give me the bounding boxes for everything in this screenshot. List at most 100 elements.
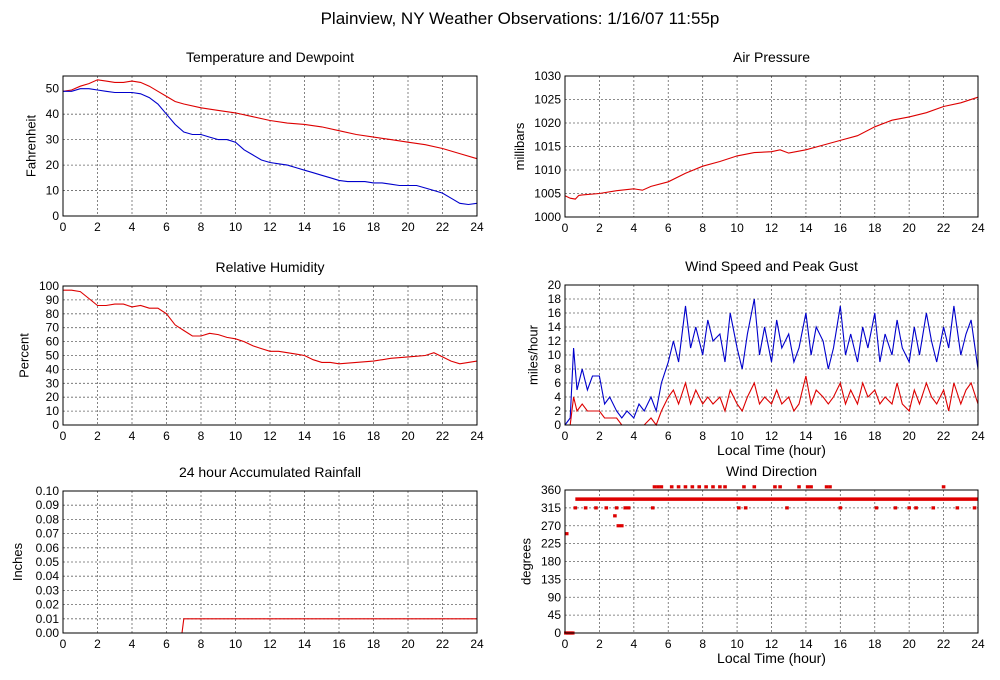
direction-point: [613, 514, 617, 518]
rain-ytick-label: 0.04: [36, 569, 60, 583]
direction-plot-frame: [564, 489, 979, 634]
wind-ytick-label: 6: [554, 376, 561, 390]
humidity-xtick-label: 18: [367, 429, 381, 443]
temp-ylabel: Fahrenheit: [23, 115, 38, 178]
humidity-ytick-label: 20: [46, 390, 60, 404]
page-title: Plainview, NY Weather Observations: 1/16…: [321, 9, 720, 28]
direction-title: Wind Direction: [726, 463, 817, 479]
wind-ytick-label: 18: [548, 292, 562, 306]
direction-point: [676, 485, 681, 489]
temp-xtick-label: 0: [60, 220, 67, 234]
direction-xtick-label: 0: [562, 637, 569, 651]
humidity-ylabel: Percent: [17, 333, 32, 378]
pressure-xtick-label: 10: [730, 221, 744, 235]
humidity-xtick-label: 16: [332, 429, 346, 443]
temp-xtick-label: 10: [229, 220, 243, 234]
direction-point: [573, 506, 578, 510]
pressure-ylabel: millibars: [512, 122, 527, 170]
wind-ytick-label: 10: [548, 348, 562, 362]
direction-point: [893, 506, 898, 510]
direction-point: [623, 506, 628, 510]
pressure-xtick-label: 8: [699, 221, 706, 235]
rain-ytick-label: 0.09: [36, 498, 60, 512]
direction-point: [743, 506, 748, 510]
pressure-xtick-label: 0: [562, 221, 569, 235]
direction-ytick-label: 225: [541, 537, 561, 551]
direction-point: [690, 485, 695, 489]
direction-point: [955, 506, 960, 510]
direction-point: [619, 524, 624, 528]
rain-xtick-label: 24: [470, 637, 484, 651]
humidity-ytick-label: 80: [46, 307, 60, 321]
temp-xtick-label: 8: [198, 220, 205, 234]
wind-xtick-label: 0: [562, 429, 569, 443]
temp-ytick-label: 30: [46, 133, 60, 147]
direction-xtick-label: 6: [665, 637, 672, 651]
direction-ytick-label: 90: [548, 590, 562, 604]
rain-xtick-label: 20: [401, 637, 415, 651]
humidity-xtick-label: 6: [163, 429, 170, 443]
temp-ytick-label: 10: [46, 184, 60, 198]
wind-xtick-label: 4: [630, 429, 637, 443]
wind-series-peak-gust: [564, 298, 979, 426]
direction-xtick-label: 22: [937, 637, 951, 651]
direction-point: [652, 485, 657, 489]
wind-xtick-label: 8: [699, 429, 706, 443]
direction-point: [941, 485, 946, 489]
direction-point: [773, 485, 777, 489]
direction-point: [907, 506, 911, 510]
temp-xtick-label: 2: [94, 220, 101, 234]
direction-point: [564, 532, 569, 536]
pressure-series-pressure: [564, 96, 979, 200]
direction-ytick-label: 135: [541, 572, 561, 586]
direction-point: [874, 506, 879, 510]
humidity-xtick-label: 0: [60, 429, 67, 443]
humidity-xtick-label: 12: [263, 429, 277, 443]
temp-series-temperature: [62, 79, 478, 160]
direction-point: [752, 485, 757, 489]
wind-xtick-label: 2: [596, 429, 603, 443]
wind-xlabel: Local Time (hour): [717, 442, 826, 458]
pressure-plot-frame: [564, 75, 979, 218]
direction-ytick-label: 360: [541, 483, 561, 497]
pressure-xtick-label: 16: [834, 221, 848, 235]
direction-point: [659, 485, 664, 489]
pressure-xtick-label: 14: [799, 221, 813, 235]
humidity-xtick-label: 24: [470, 429, 484, 443]
direction-ylabel: degrees: [519, 538, 534, 585]
pressure-xtick-label: 6: [665, 221, 672, 235]
direction-point: [697, 485, 702, 489]
humidity-xtick-label: 4: [129, 429, 136, 443]
rain-ytick-label: 0.02: [36, 598, 60, 612]
direction-point: [704, 485, 708, 489]
humidity-ytick-label: 10: [46, 404, 60, 418]
wind-ytick-label: 16: [548, 306, 562, 320]
temp-plot-frame: [62, 75, 478, 217]
direction-ytick-label: 45: [548, 608, 562, 622]
wind-ytick-label: 4: [554, 390, 561, 404]
direction-point: [594, 506, 598, 510]
direction-xlabel: Local Time (hour): [717, 650, 826, 666]
direction-point: [785, 506, 789, 510]
direction-point: [809, 485, 813, 489]
direction-point: [972, 506, 977, 510]
direction-point: [914, 506, 918, 510]
wind-ytick-label: 20: [548, 278, 562, 292]
humidity-ytick-label: 70: [46, 321, 60, 335]
rain-xtick-label: 0: [60, 637, 67, 651]
wind-ytick-label: 12: [548, 334, 562, 348]
direction-xtick-label: 4: [630, 637, 637, 651]
wind-xtick-label: 24: [971, 429, 985, 443]
rain-ytick-label: 0.00: [36, 626, 60, 640]
pressure-ytick-label: 1020: [534, 116, 561, 130]
direction-point: [711, 485, 715, 489]
wind-xtick-label: 20: [902, 429, 916, 443]
humidity-xtick-label: 14: [298, 429, 312, 443]
direction-point: [778, 485, 782, 489]
